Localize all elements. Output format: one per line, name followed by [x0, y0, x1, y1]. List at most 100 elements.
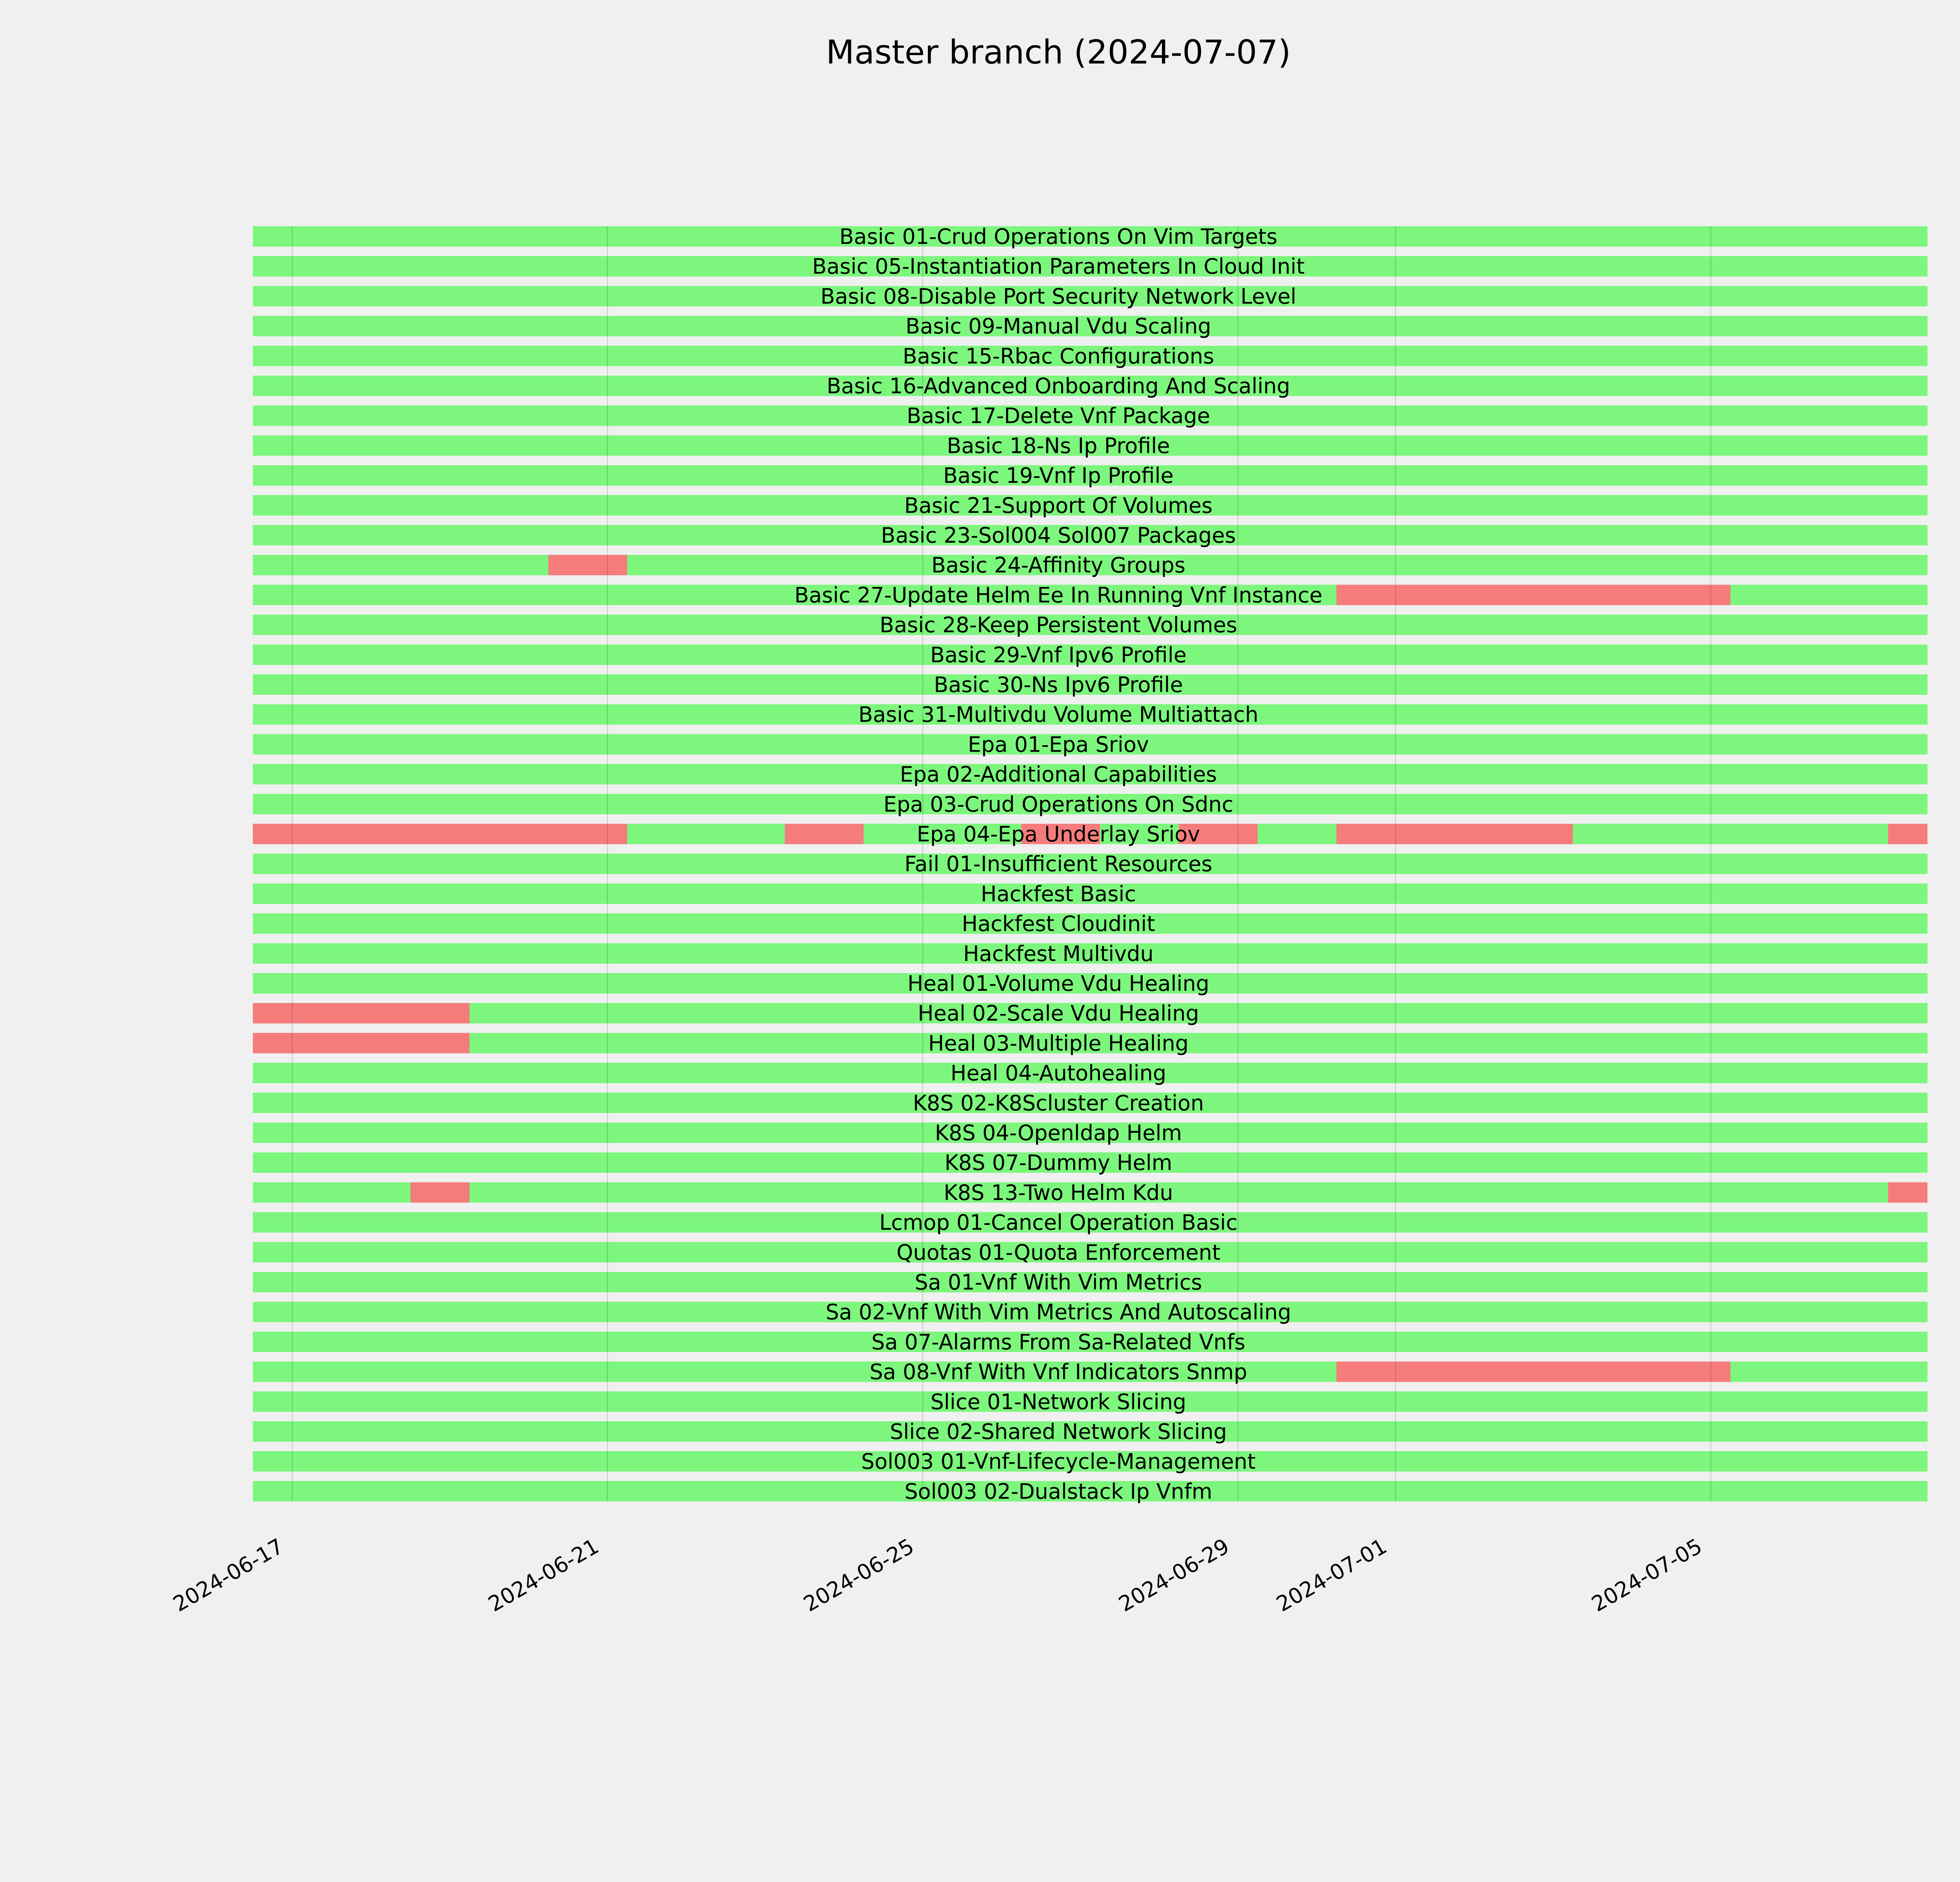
- row-label: Fail 01-Insufficient Resources: [904, 852, 1212, 876]
- pass-bar: [253, 1332, 1927, 1352]
- fail-bar: [1888, 1182, 1927, 1203]
- row-label: Epa 04-Epa Underlay Sriov: [917, 822, 1200, 847]
- row-label: Basic 16-Advanced Onboarding And Scaling: [827, 374, 1290, 398]
- row-label: Basic 08-Disable Port Security Network L…: [820, 284, 1296, 309]
- pass-bar: [253, 854, 1927, 874]
- pass-bar: [253, 495, 1927, 516]
- fail-bar: [1336, 585, 1731, 605]
- row-label: Epa 01-Epa Sriov: [968, 732, 1149, 757]
- x-tick-label: 2024-07-01: [1272, 1534, 1391, 1617]
- pass-bar: [253, 1302, 1927, 1322]
- row-label: Basic 18-Ns Ip Profile: [947, 433, 1170, 458]
- row-label: Basic 17-Delete Vnf Package: [907, 403, 1210, 428]
- x-ticks-layer: 2024-06-17 2024-06-21 2024-06-25 2024-06-29…: [169, 1534, 1706, 1617]
- fail-bar: [253, 1033, 470, 1054]
- pass-bar: [253, 1033, 1927, 1054]
- row-label: Basic 27-Update Helm Ee In Running Vnf I…: [795, 583, 1323, 607]
- fail-bar: [1888, 824, 1927, 844]
- pass-bar: [253, 1242, 1927, 1263]
- row-label: Sa 07-Alarms From Sa-Related Vnfs: [871, 1330, 1245, 1354]
- row-label: K8S 04-Openldap Helm: [935, 1121, 1182, 1145]
- fail-bar: [253, 824, 627, 844]
- fail-bar: [784, 824, 864, 844]
- row-label: Basic 24-Affinity Groups: [931, 553, 1185, 578]
- row-label: Basic 23-Sol004 Sol007 Packages: [881, 523, 1236, 548]
- pass-bar: [253, 1152, 1927, 1173]
- row-label: Lcmop 01-Cancel Operation Basic: [879, 1210, 1238, 1235]
- row-label: Sa 01-Vnf With Vim Metrics: [915, 1270, 1202, 1295]
- pass-bar: [253, 1212, 1927, 1233]
- pass-bar: [253, 1092, 1927, 1113]
- row-label: Sol003 02-Dualstack Ip Vnfm: [904, 1479, 1212, 1504]
- chart-title: Master branch (2024-07-07): [826, 33, 1291, 71]
- row-label: Sol003 01-Vnf-Lifecycle-Management: [861, 1449, 1256, 1474]
- pass-bar: [253, 405, 1927, 426]
- x-tick-label: 2024-06-21: [484, 1534, 603, 1617]
- fail-bar: [410, 1182, 470, 1203]
- pass-bar: [253, 734, 1927, 755]
- row-label: Sa 08-Vnf With Vnf Indicators Snmp: [869, 1360, 1247, 1384]
- row-label: Quotas 01-Quota Enforcement: [897, 1240, 1220, 1265]
- pass-bar: [253, 794, 1927, 814]
- row-label: Heal 01-Volume Vdu Healing: [907, 971, 1209, 996]
- row-label: Heal 03-Multiple Healing: [928, 1031, 1189, 1055]
- row-label: Heal 04-Autohealing: [951, 1061, 1167, 1086]
- row-label: Basic 21-Support Of Volumes: [904, 493, 1213, 518]
- pass-bar: [253, 1182, 1927, 1203]
- pass-bar: [253, 1391, 1927, 1412]
- row-label: Basic 09-Manual Vdu Scaling: [906, 314, 1211, 339]
- fail-bar: [1179, 824, 1258, 844]
- row-label: K8S 07-Dummy Helm: [945, 1150, 1172, 1175]
- pass-bar: [253, 525, 1927, 545]
- row-label: Basic 15-Rbac Configurations: [903, 344, 1214, 369]
- pass-bar: [253, 1272, 1927, 1292]
- pass-bar: [253, 764, 1927, 785]
- row-label: Slice 02-Shared Network Slicing: [890, 1419, 1227, 1444]
- pass-bar: [253, 674, 1927, 695]
- fail-bar: [1336, 1361, 1731, 1382]
- row-label: K8S 02-K8Scluster Creation: [913, 1091, 1204, 1115]
- row-label: Epa 02-Additional Capabilities: [900, 762, 1217, 787]
- x-tick-label: 2024-06-17: [169, 1534, 288, 1617]
- row-labels-layer: Basic 01-Crud Operations On Vim Targets B…: [795, 224, 1323, 1504]
- pass-bar: [253, 704, 1927, 725]
- pass-bar: [253, 286, 1927, 307]
- pass-bar: [253, 555, 1927, 576]
- x-tick-label: 2024-07-05: [1587, 1534, 1706, 1617]
- pass-bar: [253, 614, 1927, 635]
- row-label: Hackfest Basic: [981, 881, 1136, 906]
- row-label: Basic 19-Vnf Ip Profile: [943, 463, 1174, 488]
- row-label: Hackfest Multivdu: [963, 941, 1154, 966]
- pass-bar: [253, 644, 1927, 665]
- pass-bar: [253, 883, 1927, 904]
- pass-bar: [253, 435, 1927, 456]
- pass-bar: [253, 973, 1927, 994]
- pass-bar: [253, 256, 1927, 277]
- row-label: Basic 05-Instantiation Parameters In Clo…: [812, 254, 1305, 279]
- x-tick-label: 2024-06-29: [1114, 1534, 1233, 1617]
- fail-bar: [1021, 824, 1100, 844]
- pass-bar: [253, 1421, 1927, 1442]
- pass-bar: [253, 1451, 1927, 1472]
- row-label: Basic 28-Keep Persistent Volumes: [880, 613, 1237, 638]
- pass-bar: [253, 913, 1927, 934]
- pass-bar: [253, 465, 1927, 486]
- row-label: Slice 01-Network Slicing: [931, 1390, 1187, 1414]
- x-tick-label: 2024-06-25: [799, 1534, 918, 1617]
- fail-bar: [253, 1003, 470, 1024]
- row-label: Sa 02-Vnf With Vim Metrics And Autoscali…: [826, 1300, 1291, 1324]
- row-label: Basic 30-Ns Ipv6 Profile: [934, 672, 1183, 697]
- row-label: Epa 03-Crud Operations On Sdnc: [884, 792, 1234, 817]
- fail-bar: [548, 555, 627, 576]
- pass-bar: [253, 1481, 1927, 1502]
- row-label: Basic 29-Vnf Ipv6 Profile: [930, 643, 1187, 667]
- fail-bar: [1336, 824, 1573, 844]
- pass-bar: [253, 1123, 1927, 1143]
- row-label: K8S 13-Two Helm Kdu: [944, 1180, 1173, 1205]
- pass-bar: [253, 943, 1927, 964]
- row-label: Basic 01-Crud Operations On Vim Targets: [839, 224, 1278, 249]
- row-label: Hackfest Cloudinit: [962, 912, 1155, 936]
- bars-layer: [253, 226, 1927, 1502]
